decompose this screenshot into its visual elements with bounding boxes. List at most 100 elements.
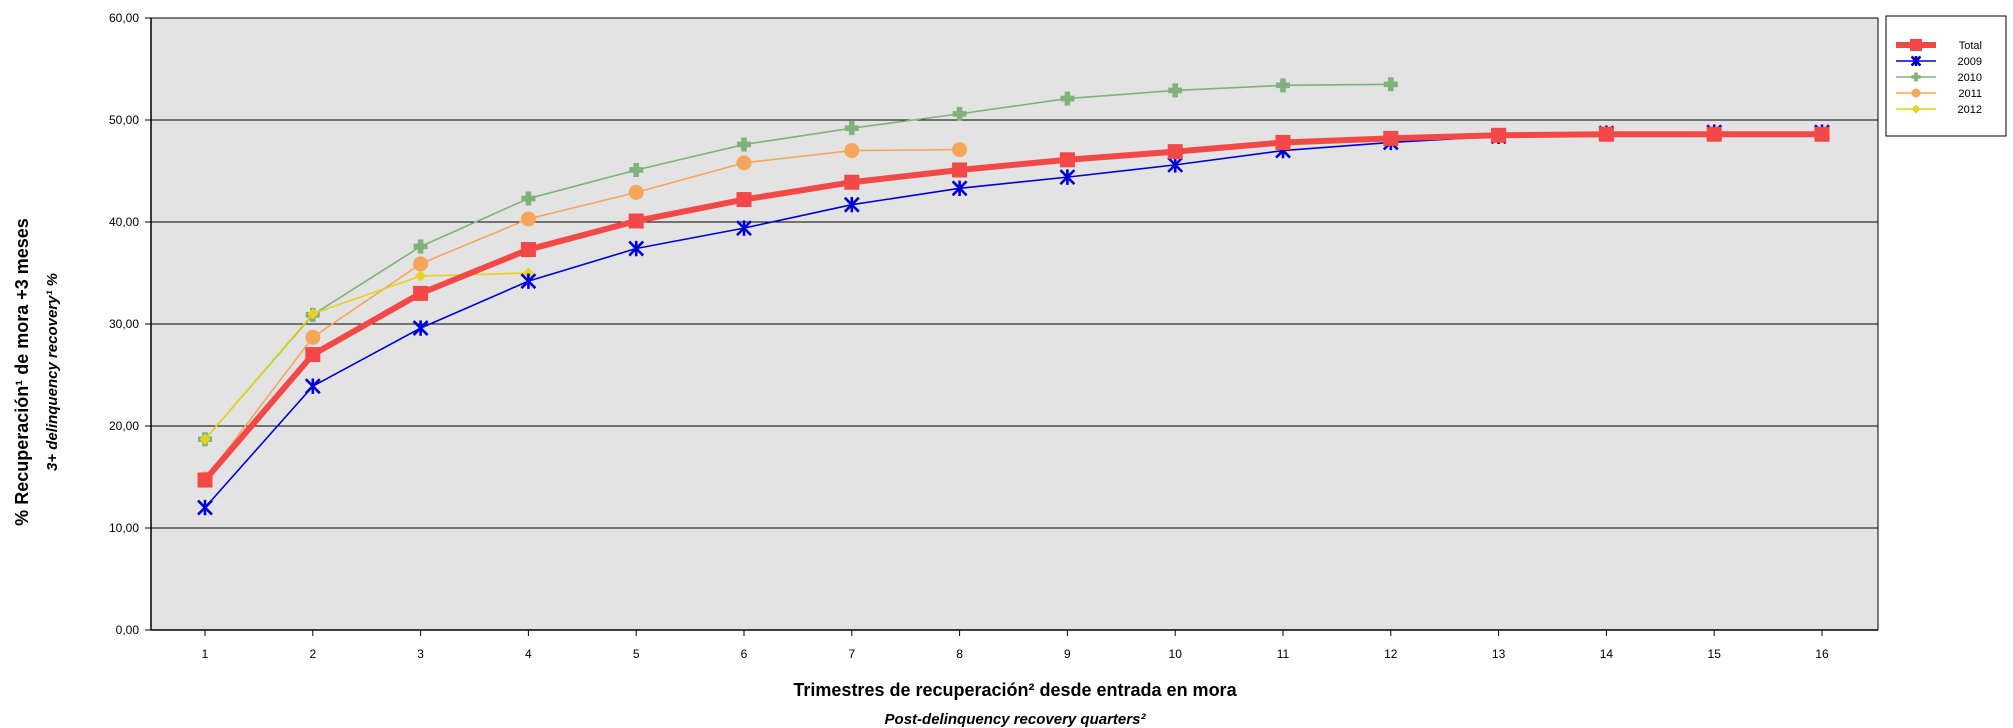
data-point-2010	[1383, 77, 1398, 92]
legend-marker	[1911, 88, 1921, 98]
data-point-2010	[844, 121, 859, 136]
data-point-2011	[413, 256, 429, 272]
data-point-2010	[413, 239, 428, 254]
x-tick-label: 2	[309, 647, 316, 661]
series-2011	[197, 142, 968, 487]
data-point-Total	[1167, 144, 1183, 160]
x-tick-label: 4	[525, 647, 532, 661]
y-tick-label: 60,00	[109, 11, 139, 25]
data-point-2009	[628, 240, 645, 257]
x-axis-title: Trimestres de recuperación² desde entrad…	[793, 680, 1237, 700]
legend-box	[1885, 15, 2007, 137]
data-point-2011	[736, 155, 752, 171]
x-tick-label: 10	[1169, 647, 1183, 661]
data-point-Total	[1491, 127, 1507, 143]
data-point-Total	[520, 242, 536, 258]
data-point-2010	[521, 191, 536, 206]
y-tick-label: 10,00	[109, 521, 139, 535]
x-tick-label: 5	[633, 647, 640, 661]
x-tick-label: 16	[1815, 647, 1829, 661]
data-point-Total	[628, 213, 644, 229]
y-axis-ticks: 0,00 10,00 20,00 30,00 40,00 50,00 60,00	[109, 11, 151, 637]
data-point-2009	[520, 273, 537, 290]
legend-items: Total 2009 2010 2011 2012	[1896, 39, 1982, 116]
x-tick-label: 6	[741, 647, 748, 661]
series-group	[197, 77, 1830, 516]
data-point-Total	[1059, 152, 1075, 168]
legend-marker	[1911, 72, 1921, 82]
legend-label: 2011	[1958, 88, 1982, 100]
data-point-2009	[1059, 169, 1076, 186]
data-point-Total	[952, 162, 968, 178]
y-axis-subtitle: 3+ delinquency recovery¹ %	[44, 273, 61, 471]
legend-label: 2010	[1958, 72, 1982, 84]
data-point-2010	[1168, 83, 1183, 98]
legend-item-2011: 2011	[1896, 88, 1982, 100]
data-point-2010	[737, 137, 751, 152]
x-axis-ticks: 1 2 3 4 5 6 7 8 9 10 11 12 13 14 15 16	[202, 630, 1829, 661]
legend-marker	[1910, 39, 1922, 51]
legend-item-2012: 2012	[1896, 104, 1982, 116]
data-point-2010	[629, 162, 644, 177]
data-point-2010	[1276, 78, 1290, 93]
x-tick-label: 14	[1600, 647, 1614, 661]
data-point-2012	[522, 267, 534, 279]
data-point-2009	[1167, 156, 1184, 173]
data-point-Total	[1598, 126, 1614, 142]
x-tick-label: 9	[1064, 647, 1071, 661]
data-point-2011	[844, 143, 860, 159]
x-tick-label: 7	[848, 647, 855, 661]
data-point-2012	[307, 308, 319, 320]
data-point-2011	[952, 142, 968, 158]
data-point-2011	[628, 184, 644, 200]
legend-label: Total	[1959, 40, 1982, 52]
x-tick-label: 1	[202, 647, 209, 661]
legend-item-Total: Total	[1896, 39, 1982, 52]
x-tick-label: 8	[956, 647, 963, 661]
series-line-2010	[204, 83, 1391, 440]
data-point-Total	[1814, 126, 1830, 142]
data-point-Total	[844, 174, 860, 190]
data-point-Total	[1275, 134, 1291, 150]
series-Total	[197, 126, 1830, 488]
series-line-Total	[202, 131, 1822, 483]
legend-label: 2012	[1958, 104, 1982, 116]
data-point-2010	[952, 106, 967, 121]
y-axis-title: % Recuperación¹ de mora +3 meses	[12, 218, 32, 526]
y-tick-label: 30,00	[109, 317, 139, 331]
data-point-2010	[1060, 91, 1075, 106]
x-tick-label: 11	[1277, 647, 1290, 661]
data-point-Total	[197, 472, 213, 488]
data-point-2009	[412, 320, 429, 336]
legend-item-2009: 2009	[1896, 55, 1982, 68]
x-tick-label: 12	[1384, 647, 1398, 661]
legend-marker	[1911, 104, 1921, 114]
legend: Total 2009 2010 2011 2012	[1885, 15, 2007, 137]
data-point-2011	[520, 211, 536, 227]
data-point-2012	[199, 433, 211, 445]
data-point-2012	[415, 270, 427, 282]
y-tick-label: 20,00	[109, 419, 139, 433]
y-tick-label: 0,00	[116, 623, 140, 637]
x-tick-label: 15	[1708, 647, 1722, 661]
data-point-2009	[304, 378, 321, 395]
data-point-2011	[305, 329, 321, 345]
data-point-2009	[197, 499, 213, 516]
data-point-Total	[413, 285, 429, 301]
data-point-Total	[1383, 130, 1399, 146]
x-tick-label: 3	[417, 647, 424, 661]
y-tick-label: 40,00	[109, 215, 139, 229]
legend-item-2010: 2010	[1896, 72, 1982, 84]
series-line-2011	[204, 148, 960, 480]
data-point-2009	[951, 180, 968, 197]
data-point-2009	[736, 220, 752, 237]
legend-marker	[1910, 55, 1922, 67]
data-point-Total	[736, 192, 752, 208]
data-point-Total	[1706, 126, 1722, 142]
data-point-2009	[843, 196, 860, 213]
y-tick-label: 50,00	[109, 113, 139, 127]
x-tick-label: 13	[1492, 647, 1506, 661]
data-point-Total	[305, 347, 321, 363]
x-axis-subtitle: Post-delinquency recovery quarters²	[885, 711, 1147, 728]
